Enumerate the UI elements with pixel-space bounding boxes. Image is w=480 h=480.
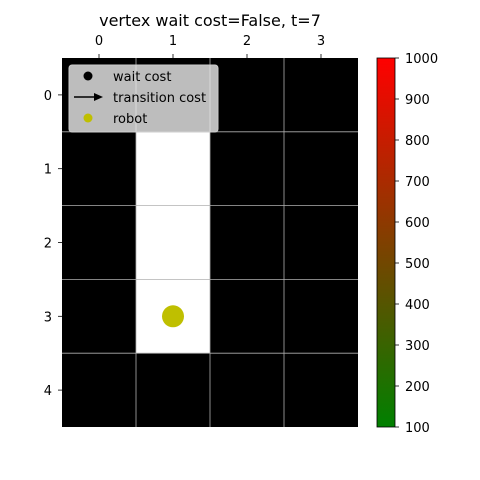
colorbar-tick-label: 100 [405, 421, 430, 436]
legend-marker-dot [83, 113, 93, 123]
colorbar: 100 200 300 400 500 600 700 800 900 1000 [376, 52, 438, 436]
y-axis: 0 1 2 3 4 [44, 89, 62, 399]
robot-marker [162, 305, 184, 328]
x-tick-label: 1 [169, 34, 177, 49]
x-axis: 0 1 2 3 [95, 34, 325, 58]
legend-label: transition cost [113, 91, 206, 106]
legend-label: robot [113, 112, 147, 127]
colorbar-tick-label: 900 [405, 93, 430, 108]
free-cell [136, 205, 210, 280]
legend: wait cost transition cost robot [68, 64, 219, 133]
y-tick-label: 4 [44, 384, 52, 399]
free-cell [136, 131, 210, 206]
colorbar-tick-label: 600 [405, 216, 430, 231]
x-tick-label: 3 [317, 34, 325, 49]
y-tick-label: 3 [44, 310, 52, 325]
legend-label: wait cost [113, 70, 171, 85]
legend-box [68, 64, 219, 133]
chart-title: vertex wait cost=False, t=7 [99, 11, 321, 30]
colorbar-tick-label: 800 [405, 134, 430, 149]
legend-marker-dot [83, 71, 93, 81]
colorbar-tick-label: 700 [405, 175, 430, 190]
colorbar-scale [376, 57, 396, 428]
x-tick-label: 0 [95, 34, 103, 49]
colorbar-tick-label: 300 [405, 339, 430, 354]
y-tick-label: 0 [44, 89, 52, 104]
y-tick-label: 1 [44, 163, 52, 178]
legend-arrow-head [94, 93, 103, 101]
colorbar-tick-label: 500 [405, 257, 430, 272]
x-tick-label: 2 [243, 34, 251, 49]
colorbar-tick-label: 200 [405, 380, 430, 395]
colorbar-tick-label: 400 [405, 298, 430, 313]
colorbar-tick-label: 1000 [405, 52, 438, 67]
y-tick-label: 2 [44, 237, 52, 252]
